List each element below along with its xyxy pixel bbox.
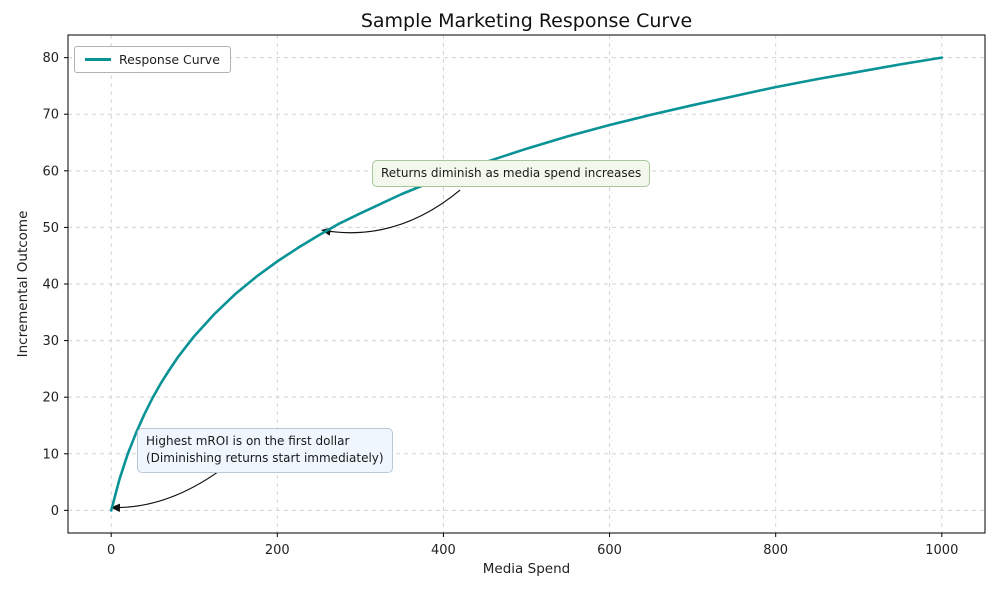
y-tick-label: 0 [51, 504, 59, 519]
x-tick-label: 0 [107, 543, 115, 558]
y-tick-label: 40 [42, 278, 59, 293]
x-tick-label: 800 [763, 543, 788, 558]
y-axis-label: Incremental Outcome [15, 210, 31, 358]
y-tick-label: 10 [42, 447, 59, 462]
x-tick-label: 1000 [925, 543, 958, 558]
chart-title: Sample Marketing Response Curve [360, 10, 693, 32]
y-tick-label: 20 [42, 391, 59, 406]
y-tick-label: 30 [42, 334, 59, 349]
y-tick-label: 70 [42, 108, 59, 123]
x-tick-label: 200 [265, 543, 290, 558]
y-tick-label: 50 [42, 221, 59, 236]
x-tick-label: 400 [431, 543, 456, 558]
annotation-diminishing-returns: Returns diminish as media spend increase… [372, 160, 651, 188]
legend-label: Response Curve [119, 52, 220, 67]
x-axis-label: Media Spend [482, 561, 571, 577]
y-tick-label: 80 [42, 51, 59, 66]
legend: Response Curve [74, 46, 231, 73]
annotation-arrow [110, 466, 226, 512]
annotation-highest-mroi: Highest mROI is on the first dollar (Dim… [137, 428, 393, 473]
x-tick-label: 600 [597, 543, 622, 558]
annotation-arrow [321, 189, 461, 236]
y-tick-label: 60 [42, 164, 59, 179]
response-curve-line [109, 56, 944, 512]
legend-line-sample [85, 58, 111, 61]
